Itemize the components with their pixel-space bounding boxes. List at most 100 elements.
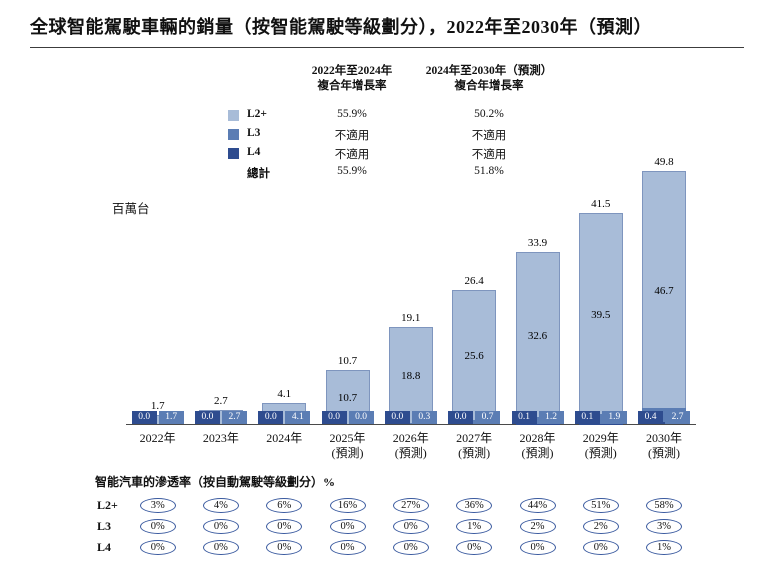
chart-title: 全球智能駕駛車輛的銷量（按智能駕駛等級劃分），2022年至2030年（預測）	[30, 17, 652, 37]
bar-l4-chip: 0.0	[131, 411, 157, 424]
bar-total-label: 26.4	[464, 274, 484, 287]
penetration-badge: 1%	[456, 519, 493, 534]
penetration-badge: 3%	[646, 519, 682, 534]
penetration-badge: 0%	[329, 519, 366, 534]
x-axis-label-line: (預測)	[458, 446, 491, 460]
x-axis-label-line: 2024年	[266, 431, 303, 445]
legend-cagr2-l2plus: 50.2%	[474, 108, 504, 120]
x-axis-label: 2026年 (預測)	[379, 431, 443, 461]
cagr-header-line: 2024年至2030年（預測）	[425, 65, 553, 77]
penetration-badge: 0%	[392, 540, 429, 555]
cagr-header-line: 複合年增長率	[454, 80, 524, 92]
legend-cagr1-total: 55.9%	[337, 165, 367, 177]
bar	[388, 327, 433, 424]
x-axis-label-line: 2029年	[582, 431, 619, 445]
bar-l2plus-chip: 1.7	[158, 411, 184, 424]
penetration-badge: 0%	[139, 519, 176, 534]
penetration-badge: 58%	[646, 498, 682, 513]
bar-segment-l4	[515, 423, 560, 424]
legend-cagr1-l2plus: 55.9%	[337, 108, 367, 120]
legend-swatch-l3	[228, 129, 239, 140]
x-axis-label-line: (預測)	[584, 446, 617, 460]
bar-segment-l2plus	[452, 290, 497, 421]
x-axis-label: 2030年 (預測)	[632, 431, 696, 461]
bar-l4-chip: 0.0	[384, 411, 410, 424]
penetration-badge: 1%	[646, 540, 682, 555]
legend-swatch-l2plus	[228, 110, 239, 121]
x-axis-label-line: 2027年	[456, 431, 493, 445]
legend-cagr1-l3: 不適用	[334, 130, 370, 142]
bar-l3-chip: 0.3	[411, 411, 437, 424]
x-axis-label-line: 2022年	[139, 431, 176, 445]
bar-total-label: 33.9	[527, 236, 548, 249]
x-axis-label: 2025年 (預測)	[316, 431, 380, 461]
x-axis-label: 2024年	[252, 431, 316, 446]
x-axis-label-line: (預測)	[648, 446, 680, 460]
cagr-header-2024-2030: 2024年至2030年（預測） 複合年增長率	[407, 64, 571, 94]
bar-l4-chip: 0.1	[574, 411, 600, 424]
penetration-badge: 0%	[456, 540, 493, 555]
bar-l2plus-chip: 4.1	[285, 411, 311, 424]
penetration-badge: 0%	[266, 519, 303, 534]
bar-l4-chip: 0.0	[194, 411, 220, 424]
x-axis-label-line: 2026年	[392, 431, 429, 445]
bar-l2plus-label: 39.5	[591, 308, 611, 321]
penetration-row-label-l3: L3	[97, 519, 112, 533]
bar-l4-chip: 0.0	[448, 411, 474, 424]
bar-l3-chip: 0.0	[348, 411, 374, 424]
penetration-badge: 51%	[582, 498, 619, 513]
bar-l2plus-label: 18.8	[401, 369, 421, 382]
penetration-row-label-l4: L4	[97, 540, 112, 554]
bar	[452, 290, 497, 424]
bar-l3-chip: 2.7	[665, 411, 690, 424]
x-axis-label: 2027年 (預測)	[442, 431, 506, 461]
legend-label-l4: L4	[247, 146, 261, 158]
bar-l3-chip: 1.9	[601, 411, 627, 424]
bar-total-label: 41.5	[591, 198, 611, 211]
bar-l3-chip: 1.2	[538, 411, 564, 424]
bar-total-label: 10.7	[337, 354, 358, 367]
bar-l4-chip: 0.4	[638, 411, 663, 424]
penetration-badge: 44%	[519, 498, 556, 513]
bar	[578, 213, 623, 424]
cagr-header-line: 2022年至2024年	[311, 65, 393, 77]
penetration-badge: 3%	[139, 498, 176, 513]
penetration-badge: 0%	[519, 540, 556, 555]
bar-total-label: 1.7	[150, 400, 165, 413]
bar-l2plus-chip: 2.7	[221, 411, 247, 424]
x-axis-label: 2028年 (預測)	[506, 431, 570, 461]
legend-label-l3: L3	[247, 127, 261, 139]
x-axis-label-line: 2030年	[645, 431, 682, 445]
legend-label-l2plus: L2+	[247, 108, 267, 120]
penetration-badge: 0%	[392, 519, 429, 534]
penetration-heading: 智能汽車的滲透率（按自動駕駛等級劃分）%	[95, 475, 336, 489]
penetration-badge: 2%	[582, 519, 619, 534]
title-divider	[30, 47, 744, 48]
penetration-badge: 16%	[329, 498, 366, 513]
x-axis-label: 2022年	[126, 431, 190, 446]
bar-l4-chip: 0.0	[258, 411, 284, 424]
bar	[642, 171, 686, 424]
penetration-badge: 27%	[392, 498, 429, 513]
penetration-badge: 36%	[456, 498, 493, 513]
penetration-badge: 2%	[519, 519, 556, 534]
penetration-badge: 0%	[202, 540, 239, 555]
bar-total-label: 4.1	[277, 388, 292, 401]
bar-l2plus-label: 46.7	[654, 284, 674, 297]
bar-l4-chip: 0.1	[511, 411, 537, 424]
penetration-badge: 0%	[202, 519, 239, 534]
penetration-badge: 6%	[266, 498, 303, 513]
legend-cagr2-l3: 不適用	[471, 130, 507, 142]
bar-total-label: 49.8	[654, 156, 674, 168]
bar-segment-l2plus	[388, 327, 433, 423]
x-axis-label: 2023年	[189, 431, 253, 446]
penetration-badge: 0%	[139, 540, 176, 555]
legend-swatch-l4	[228, 148, 239, 159]
penetration-badge: 0%	[329, 540, 366, 555]
penetration-row-label-l2plus: L2+	[97, 498, 118, 512]
x-axis-label-line: 2028年	[519, 431, 556, 445]
x-axis-label-line: (預測)	[394, 446, 427, 460]
x-axis-label: 2029年 (預測)	[569, 431, 633, 461]
